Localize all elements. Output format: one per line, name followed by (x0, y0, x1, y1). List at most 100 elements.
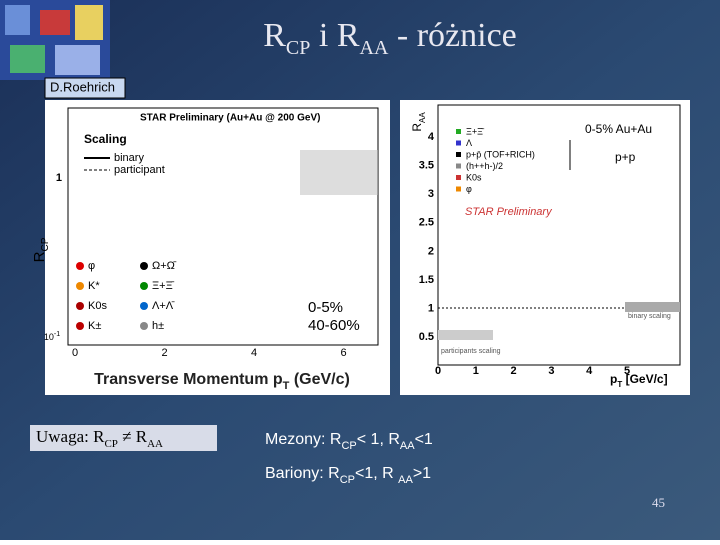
legend-entry: K* (88, 280, 100, 292)
participants-label: participants scaling (441, 348, 501, 355)
legend-marker (456, 186, 461, 192)
note-bariony-part: AA (398, 474, 413, 486)
note-mezony-part: < 1, R (357, 431, 400, 448)
centrality: 40-60% (308, 317, 360, 334)
x-label-part: [GeV/c] (622, 372, 667, 386)
slide-title-part: R (263, 17, 286, 54)
binary-label: binary scaling (628, 313, 671, 320)
note-bariony-part: Bariony: R (265, 465, 340, 482)
y-tick: 0.5 (419, 331, 434, 343)
x-label-part: Transverse Momentum (94, 371, 273, 388)
note-mezony-part: CP (341, 440, 356, 452)
legend-marker (456, 152, 461, 157)
scaling-title: Scaling (84, 132, 127, 146)
scaling-entry: participant (114, 164, 165, 176)
x-tick: 0 (72, 347, 78, 359)
legend-entry: K± (88, 320, 101, 332)
x-tick: 2 (511, 365, 517, 377)
note-mezony: Mezony: RCP< 1, RAA<1 (265, 431, 433, 452)
legend-entry: φ (466, 184, 472, 194)
legend-entry: p+p̄ (TOF+RICH) (466, 149, 535, 159)
legend-entry: Λ+Λ̄ (152, 300, 175, 312)
y-tick: 1 (56, 172, 62, 184)
legend-marker (140, 322, 148, 330)
slide-title-part: CP (286, 37, 310, 59)
y-label-part: R (410, 123, 424, 132)
reference: p+p (615, 150, 636, 164)
scaling-band (300, 150, 378, 195)
watermark: STAR Preliminary (465, 206, 553, 218)
x-tick: 5 (624, 365, 630, 377)
left-plot (45, 100, 390, 395)
note-uwaga-part: Uwaga: R (36, 427, 105, 446)
y-label-part: CP (40, 237, 51, 251)
plot-title: STAR Preliminary (Au+Au @ 200 GeV) (140, 113, 320, 124)
left-frame (67, 107, 379, 346)
x-tick: 6 (340, 347, 346, 359)
y-tick: 2.5 (419, 217, 434, 229)
scaling-entry: binary (114, 152, 144, 164)
legend-entry: Ω+Ω̄ (152, 260, 177, 272)
legend-marker (140, 262, 148, 270)
legend-entry: K0s (466, 172, 482, 182)
x-tick: 0 (435, 365, 441, 377)
note-uwaga-part: ≠ R (118, 427, 148, 446)
y-label-part: R (31, 251, 48, 262)
note-mezony-part: Mezony: R (265, 431, 341, 448)
note-bariony-part: <1, R (355, 465, 398, 482)
legend-entry: h± (152, 320, 164, 332)
x-tick: 2 (161, 347, 167, 359)
right-plot (400, 100, 690, 395)
note-uwaga-part: CP (104, 438, 117, 450)
y-tick-part: 1 (56, 172, 62, 184)
x-label: Transverse Momentum pT (GeV/c) (94, 371, 350, 392)
y-tick: 1 (428, 303, 434, 315)
x-tick: 1 (473, 365, 479, 377)
legend-marker (140, 302, 148, 310)
note-bariony: Bariony: RCP<1, R AA>1 (265, 465, 431, 486)
legend-marker (76, 302, 84, 310)
note-uwaga-part: AA (147, 438, 163, 450)
stained-glass (0, 0, 110, 80)
y-tick: 10-1 (44, 331, 60, 342)
legend-entry: Λ (466, 138, 472, 148)
author-box (44, 77, 126, 99)
legend-entry: Ξ+Ξ̄ (466, 126, 485, 136)
note-bariony-part: CP (340, 474, 355, 486)
y-tick: 2 (428, 245, 434, 257)
legend-marker (456, 163, 461, 169)
x-label-part: T (617, 380, 622, 389)
x-tick: 3 (548, 365, 554, 377)
x-label: pT [GeV/c] (610, 372, 668, 388)
x-label-part: (GeV/c) (289, 371, 349, 388)
y-tick: 4 (428, 131, 435, 143)
note-mezony-part: AA (400, 440, 415, 452)
note-bariony-part: >1 (413, 465, 431, 482)
slide-title-part: AA (360, 37, 389, 59)
legend-entry: (h++h-)/2 (466, 161, 503, 171)
page-number: 45 (652, 495, 665, 510)
y-tick: 1.5 (419, 274, 434, 286)
note-mezony-part: <1 (415, 431, 433, 448)
legend-entry: φ (88, 260, 95, 272)
right-frame (437, 104, 681, 366)
y-label: RAA (410, 112, 426, 132)
centrality: 0-5% (308, 299, 343, 316)
y-label: RCP (31, 237, 51, 262)
author: D.Roehrich (50, 79, 115, 94)
legend-marker (456, 129, 461, 134)
legend-marker (456, 175, 461, 180)
legend-entry: K0s (88, 300, 107, 312)
collision: 0-5% Au+Au (585, 122, 652, 136)
x-label-part: T (283, 380, 290, 392)
legend-entry: Ξ+Ξ̄ (152, 280, 175, 292)
legend-marker (76, 282, 84, 290)
legend-marker (76, 322, 84, 330)
note-uwaga: Uwaga: RCP ≠ RAA (36, 427, 163, 450)
y-tick-part: 10 (44, 332, 54, 342)
y-tick-part: -1 (54, 331, 60, 338)
slide-title: RCP i RAA - różnice (263, 17, 517, 59)
x-label-part: p (273, 371, 283, 388)
